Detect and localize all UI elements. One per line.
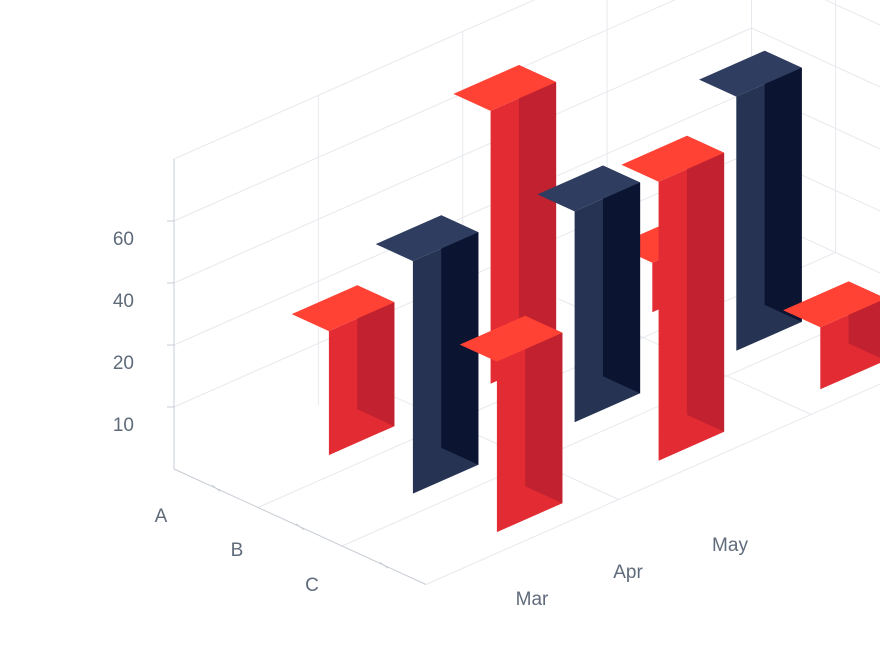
bar-top-face	[453, 65, 557, 111]
bar-c-apr	[621, 135, 725, 461]
chart-bars	[291, 50, 880, 533]
grid-line	[824, 0, 880, 26]
bar-b-may	[699, 50, 802, 351]
bar-top-face	[537, 165, 641, 212]
grid-line	[425, 383, 880, 585]
grid-line	[173, 27, 752, 284]
y-tick-40: 40	[113, 291, 134, 312]
grid-line	[173, 0, 536, 160]
grid-line	[751, 27, 880, 88]
bar-c-mar	[459, 315, 563, 533]
chart-grid	[173, 0, 880, 585]
bar-top-face	[459, 315, 563, 362]
bar-side-face	[686, 135, 725, 432]
grid-line	[366, 383, 619, 500]
bar-side-face	[764, 50, 802, 322]
bar-a-apr	[453, 65, 557, 384]
bar-b-apr	[537, 165, 641, 423]
bar-top-face	[783, 281, 880, 328]
y-tick-20: 20	[113, 353, 134, 374]
depth-tick-mark	[211, 484, 221, 492]
depth-tick-b: B	[231, 540, 244, 561]
chart-tick-labels: 10 20 40 60 A B C Mar Apr May	[113, 229, 749, 610]
bar-a-mar	[291, 285, 395, 456]
bar-top-face	[375, 215, 479, 262]
bar-top-face	[621, 135, 725, 182]
depth-tick-mark	[379, 561, 389, 569]
y-tick-60: 60	[113, 229, 134, 250]
x-tick-mar: Mar	[516, 589, 549, 610]
depth-tick-a: A	[155, 506, 168, 527]
x-tick-may: May	[712, 535, 748, 556]
x-tick-apr: Apr	[613, 562, 643, 583]
bar-top-face	[699, 50, 802, 97]
bar-side-face	[518, 65, 557, 355]
y-tick-10: 10	[113, 415, 134, 436]
grid-line	[173, 89, 752, 346]
bar-top-face	[291, 285, 395, 332]
chart-axes	[167, 159, 427, 585]
bar-side-face	[441, 215, 479, 465]
bar-c-may	[783, 281, 880, 390]
depth-tick-c: C	[305, 575, 319, 596]
bar-b-mar	[375, 215, 479, 494]
depth-tick-mark	[295, 523, 305, 531]
bar-side-face	[602, 165, 641, 394]
bar-side-face	[357, 285, 395, 427]
bar-side-face	[525, 315, 563, 504]
